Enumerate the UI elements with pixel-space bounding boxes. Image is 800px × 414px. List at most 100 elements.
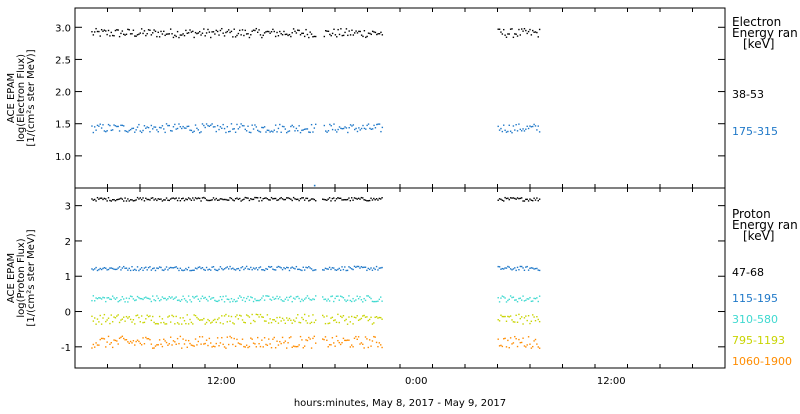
data-point-47-68 bbox=[327, 198, 329, 200]
data-point-795-1193 bbox=[353, 316, 356, 319]
data-point-115-195 bbox=[152, 267, 154, 270]
data-point-795-1193 bbox=[241, 319, 244, 321]
data-point-795-1193 bbox=[525, 315, 527, 317]
data-point-310-580 bbox=[538, 295, 541, 297]
data-point-47-68 bbox=[92, 199, 95, 201]
data-point-795-1193 bbox=[368, 318, 371, 321]
data-point-115-195 bbox=[501, 267, 504, 270]
data-point-1060-1900 bbox=[295, 345, 298, 348]
data-point-115-195 bbox=[208, 268, 211, 271]
data-point-175-315 bbox=[163, 128, 165, 130]
data-point-175-315 bbox=[223, 127, 226, 130]
data-point-795-1193 bbox=[280, 320, 282, 322]
data-point-47-68 bbox=[339, 197, 342, 199]
data-point-1060-1900 bbox=[92, 343, 95, 346]
data-point-1060-1900 bbox=[328, 344, 331, 346]
data-point-38-53 bbox=[227, 29, 230, 31]
data-point-1060-1900 bbox=[110, 342, 112, 344]
data-point-47-68 bbox=[536, 197, 538, 199]
data-point-310-580 bbox=[310, 299, 313, 301]
data-point-795-1193 bbox=[239, 314, 241, 317]
data-point-175-315 bbox=[516, 130, 519, 132]
data-point-310-580 bbox=[298, 297, 300, 300]
data-point-47-68 bbox=[363, 199, 365, 201]
data-point-795-1193 bbox=[94, 317, 96, 319]
data-point-175-315 bbox=[354, 128, 356, 131]
data-point-175-315 bbox=[229, 130, 231, 133]
y-tick-label: 1.5 bbox=[55, 120, 71, 131]
data-point-175-315 bbox=[355, 127, 357, 130]
data-point-115-195 bbox=[96, 269, 99, 272]
data-point-795-1193 bbox=[294, 320, 296, 323]
data-point-47-68 bbox=[374, 199, 376, 201]
data-point-115-195 bbox=[330, 268, 332, 271]
data-point-1060-1900 bbox=[522, 337, 524, 339]
data-point-175-315 bbox=[509, 130, 512, 132]
data-point-38-53 bbox=[498, 28, 501, 30]
data-point-310-580 bbox=[352, 297, 354, 300]
data-point-310-580 bbox=[301, 298, 303, 301]
data-point-310-580 bbox=[221, 298, 223, 301]
data-point-310-580 bbox=[353, 300, 356, 302]
data-point-175-315 bbox=[519, 128, 521, 131]
data-point-47-68 bbox=[241, 199, 244, 201]
data-point-1060-1900 bbox=[215, 342, 217, 345]
data-point-38-53 bbox=[360, 34, 363, 36]
data-point-47-68 bbox=[158, 198, 161, 201]
data-point-115-195 bbox=[283, 267, 285, 269]
data-point-47-68 bbox=[303, 199, 306, 201]
data-point-795-1193 bbox=[536, 315, 538, 318]
data-point-38-53 bbox=[127, 28, 129, 31]
data-point-115-195 bbox=[262, 269, 264, 271]
data-point-47-68 bbox=[270, 196, 273, 199]
data-point-47-68 bbox=[236, 197, 238, 199]
data-point-47-68 bbox=[118, 198, 121, 200]
data-point-47-68 bbox=[306, 197, 309, 200]
data-point-47-68 bbox=[310, 198, 313, 200]
data-point-795-1193 bbox=[222, 323, 224, 325]
y-tick-label: 1.0 bbox=[55, 152, 71, 163]
data-point-47-68 bbox=[215, 197, 217, 200]
data-point-38-53 bbox=[333, 28, 335, 31]
data-point-38-53 bbox=[516, 35, 519, 37]
data-point-38-53 bbox=[276, 31, 278, 34]
data-point-47-68 bbox=[201, 197, 204, 199]
data-point-115-195 bbox=[216, 269, 219, 272]
data-point-38-53 bbox=[120, 32, 122, 35]
data-point-175-315 bbox=[327, 130, 330, 132]
data-point-795-1193 bbox=[127, 317, 129, 319]
data-point-310-580 bbox=[172, 298, 175, 300]
data-point-115-195 bbox=[509, 268, 512, 270]
data-point-38-53 bbox=[298, 29, 300, 32]
data-point-47-68 bbox=[519, 197, 521, 200]
data-point-115-195 bbox=[106, 269, 108, 271]
data-point-795-1193 bbox=[330, 317, 332, 319]
data-point-115-195 bbox=[536, 267, 538, 270]
data-point-38-53 bbox=[201, 32, 204, 34]
data-point-310-580 bbox=[216, 300, 219, 303]
data-point-38-53 bbox=[167, 33, 169, 35]
data-point-310-580 bbox=[94, 300, 96, 302]
data-point-310-580 bbox=[252, 300, 255, 303]
data-point-175-315 bbox=[503, 124, 505, 126]
data-point-795-1193 bbox=[352, 323, 354, 325]
data-point-1060-1900 bbox=[344, 339, 346, 342]
data-point-47-68 bbox=[263, 197, 266, 199]
data-point-175-315 bbox=[211, 123, 213, 125]
data-point-175-315 bbox=[366, 124, 368, 127]
data-point-310-580 bbox=[516, 301, 519, 303]
data-point-115-195 bbox=[334, 269, 336, 271]
data-point-175-315 bbox=[309, 131, 311, 134]
y-axis-label-line: log(Electron Flux) bbox=[16, 54, 27, 142]
y-axis-label-line: log(Proton Flux) bbox=[16, 238, 27, 317]
data-point-47-68 bbox=[142, 197, 144, 199]
data-point-47-68 bbox=[503, 200, 505, 202]
data-point-175-315 bbox=[272, 131, 274, 133]
data-point-1060-1900 bbox=[359, 343, 361, 345]
data-point-47-68 bbox=[269, 199, 271, 201]
data-point-47-68 bbox=[152, 197, 154, 199]
data-point-795-1193 bbox=[338, 321, 340, 324]
data-point-175-315 bbox=[522, 128, 524, 130]
data-point-38-53 bbox=[370, 33, 372, 36]
data-point-175-315 bbox=[187, 125, 190, 128]
